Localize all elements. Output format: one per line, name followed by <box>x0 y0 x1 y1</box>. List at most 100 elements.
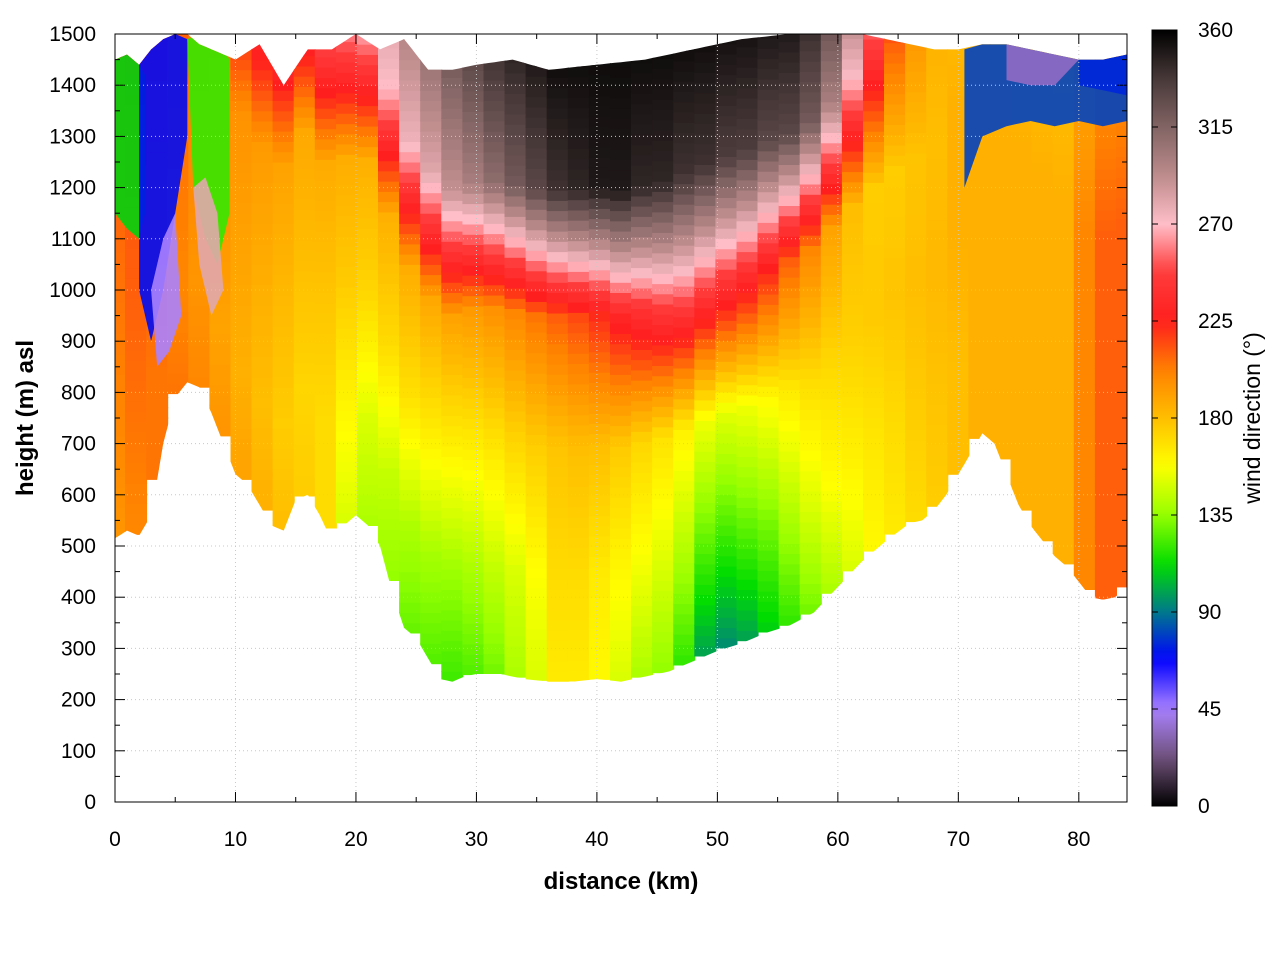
wind-field-cell <box>441 66 464 78</box>
wind-field-cell <box>525 413 548 425</box>
wind-field-cell <box>652 426 675 438</box>
wind-field-cell <box>778 143 801 155</box>
wind-field-cell <box>884 124 907 136</box>
wind-field-cell <box>1073 527 1096 539</box>
x-tick-label: 80 <box>1067 828 1090 851</box>
wind-field-cell <box>778 51 801 63</box>
wind-field-cell <box>757 47 780 60</box>
wind-field-cell <box>567 230 590 242</box>
wind-field-cell <box>673 306 696 318</box>
wind-field-cell <box>588 556 611 568</box>
wind-field-cell <box>631 666 654 678</box>
wind-field-cell <box>588 300 611 312</box>
wind-field-cell <box>863 59 886 71</box>
wind-field-cell <box>652 539 675 551</box>
wind-field-cell <box>525 649 548 661</box>
wind-field-cell <box>441 343 464 355</box>
wind-field-cell <box>673 633 696 645</box>
wind-field-cell <box>736 97 759 109</box>
wind-field-cell <box>947 350 970 363</box>
wind-field-cell <box>525 362 548 374</box>
wind-field-cell <box>399 448 422 460</box>
wind-field-cell <box>526 14 548 25</box>
wind-field-cell <box>357 432 380 445</box>
wind-field-cell <box>631 390 654 402</box>
wind-field-cell <box>694 379 717 391</box>
wind-field-cell <box>694 573 717 585</box>
wind-field-cell <box>820 183 843 195</box>
wind-field-cell <box>441 363 464 375</box>
wind-field-cell <box>652 170 675 182</box>
wind-field-cell <box>841 38 864 50</box>
wind-field-cell <box>631 338 654 350</box>
wind-field-cell <box>420 243 443 255</box>
wind-field-cell <box>125 441 148 453</box>
wind-field-cell <box>483 448 506 460</box>
wind-field-cell <box>483 376 506 388</box>
wind-field-cell <box>483 612 506 624</box>
wind-field-cell <box>567 199 590 211</box>
wind-field-cell <box>146 397 169 409</box>
wind-field-cell <box>905 234 928 246</box>
wind-field-cell <box>947 299 970 311</box>
wind-field-cell <box>209 363 232 375</box>
wind-field-cell <box>462 418 485 430</box>
wind-field-cell <box>483 417 506 429</box>
wind-field-cell <box>209 312 232 324</box>
wind-field-cell <box>546 199 569 212</box>
wind-field-cell <box>652 180 675 192</box>
wind-field-cell <box>546 414 569 427</box>
wind-field-cell <box>652 610 675 622</box>
wind-field-cell <box>715 186 738 198</box>
wind-field-cell <box>926 65 949 77</box>
wind-field-cell <box>863 79 886 91</box>
wind-field-cell <box>125 42 148 54</box>
wind-field-cell <box>567 311 590 324</box>
wind-field-cell <box>758 17 780 28</box>
wind-field-cell <box>462 377 485 389</box>
wind-field-cell <box>652 528 675 541</box>
wind-field-cell <box>357 105 380 117</box>
wind-field-cell <box>1094 445 1117 457</box>
wind-field-cell <box>1094 342 1117 354</box>
wind-field-cell <box>567 383 590 395</box>
wind-field-cell <box>546 517 569 529</box>
wind-field-cell <box>1094 352 1117 365</box>
wind-field-cell <box>230 407 253 419</box>
wind-field-cell <box>462 223 485 235</box>
wind-field-cell <box>546 496 569 509</box>
x-tick-label: 10 <box>224 828 247 851</box>
wind-field-cell <box>652 477 675 489</box>
wind-field-cell <box>462 80 485 92</box>
wind-field-cell <box>1031 438 1054 450</box>
wind-field-cell <box>1116 576 1127 588</box>
wind-field-cell <box>863 34 886 40</box>
wind-field-cell <box>115 322 127 334</box>
wind-field-cell <box>820 398 843 410</box>
wind-field-cell <box>399 100 422 112</box>
wind-field-cell <box>588 259 611 271</box>
wind-field-cell <box>1010 427 1033 439</box>
wind-field-cell <box>841 457 864 469</box>
wind-field-cell <box>546 476 569 488</box>
wind-field-cell <box>820 193 843 205</box>
wind-field-cell <box>588 617 611 629</box>
wind-field-cell <box>799 593 822 605</box>
wind-field-cell <box>673 39 696 52</box>
wind-field-cell <box>357 350 380 363</box>
wind-field-cell <box>884 287 907 300</box>
wind-field-cell <box>736 302 759 314</box>
wind-field-cell <box>652 252 675 264</box>
wind-field-cell <box>736 322 759 334</box>
wind-field-cell <box>230 468 253 480</box>
wind-field-cell <box>1094 393 1117 405</box>
wind-field-cell <box>1116 453 1127 465</box>
wind-field-cell <box>357 473 380 485</box>
wind-field-cell <box>146 427 169 439</box>
wind-field-cell <box>1073 169 1096 181</box>
wind-field-cell <box>841 498 864 510</box>
wind-field-cell <box>1052 368 1075 381</box>
x-tick-label: 70 <box>947 828 970 851</box>
wind-field-cell <box>125 411 148 423</box>
wind-field-cell <box>715 463 738 475</box>
